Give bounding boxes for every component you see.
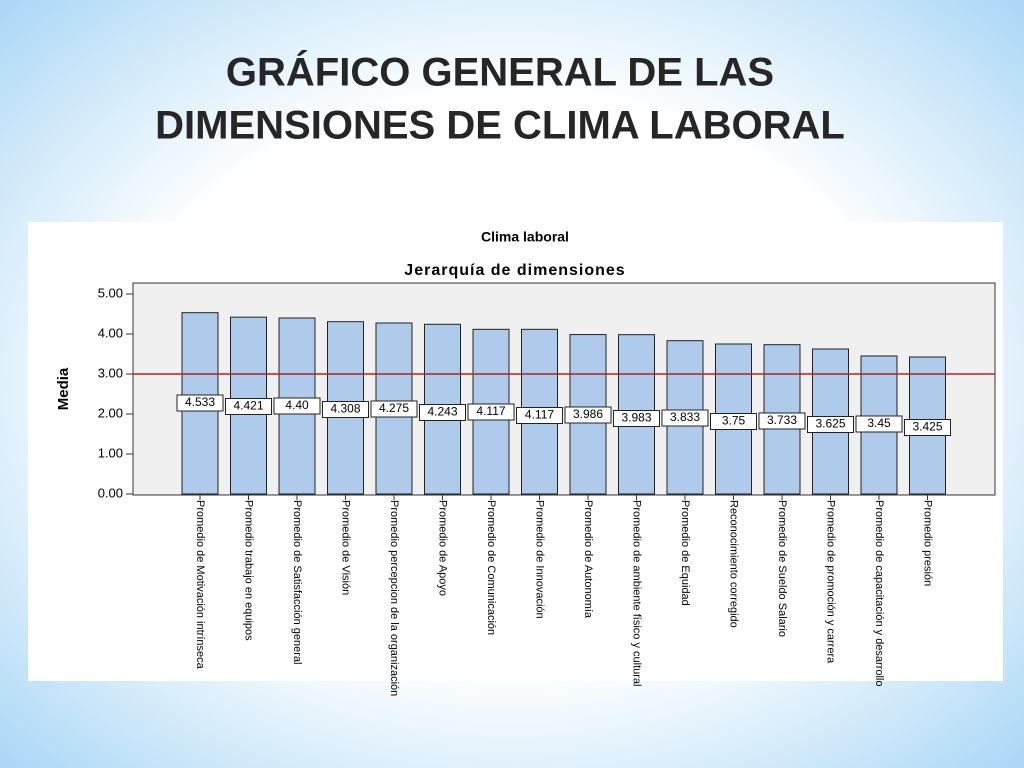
value-label-box (419, 404, 466, 421)
value-label: 3.986 (573, 407, 603, 421)
plot-area (132, 282, 996, 496)
value-label-box (661, 409, 709, 427)
y-tick-label: 0.00 (98, 485, 123, 500)
value-label-box (516, 407, 563, 424)
value-label-box (807, 416, 854, 433)
y-tick-label: 1.00 (98, 445, 123, 460)
x-tick-label: Promedio percepcion de la organización (388, 500, 400, 696)
x-tick-label: Promedio de Comunicación (485, 500, 497, 635)
x-tick-label: Promedio de ambiente físico y cultural (631, 500, 643, 686)
x-tick-label: Promedio de Equidad (679, 500, 691, 606)
x-tick-label: Promedio presión (922, 500, 934, 586)
slide-title: GRÁFICO GENERAL DE LAS (226, 50, 774, 95)
value-label-box (225, 398, 272, 415)
x-tick-label: Promedio de Motivación intrínseca (194, 500, 206, 670)
x-tick-label: Promedio de Autonomía (582, 500, 594, 619)
value-label-box (273, 397, 321, 415)
value-label: 3.833 (670, 410, 700, 424)
x-tick-label: Promedio de capacitación y desarrollo (873, 500, 885, 687)
value-label-box (322, 401, 369, 418)
value-label-box (904, 419, 951, 436)
value-label: 4.421 (233, 399, 263, 413)
value-label: 4.117 (525, 408, 554, 422)
x-tick-label: Promedio de Satisfacción general (291, 500, 303, 664)
slide-title: DIMENSIONES DE CLIMA LABORAL (155, 104, 845, 148)
value-label: 4.308 (330, 402, 360, 416)
x-tick-label: Promedio de Apoyo (437, 500, 449, 596)
value-label: 3.983 (621, 411, 651, 425)
value-label: 3.625 (815, 417, 845, 431)
value-label-box (564, 406, 612, 424)
x-tick-label: Promedio de Visión (340, 500, 352, 595)
value-label: 4.117 (476, 404, 505, 418)
x-tick-label: Promedio de Innovación (534, 500, 546, 619)
x-tick-label: Promedio de promoción y carrera (825, 500, 837, 664)
x-tick-label: Promedio de Sueldo Salario (776, 500, 788, 637)
value-label: 3.45 (867, 416, 891, 430)
value-label: 4.275 (379, 401, 409, 415)
value-label-box (467, 403, 515, 421)
y-tick-label: 4.00 (98, 325, 123, 340)
value-label-box (176, 394, 224, 412)
y-tick-label: 5.00 (98, 285, 123, 300)
x-tick-label: Promedio trabajo en equipos (243, 500, 255, 641)
chart-title: Clima laboral (481, 229, 569, 245)
value-label-box (370, 400, 418, 418)
value-label-box (613, 410, 660, 427)
y-tick-label: 3.00 (98, 365, 123, 380)
y-axis-label: Media (55, 367, 72, 410)
value-label-box (758, 412, 806, 430)
value-label: 4.533 (185, 395, 215, 409)
value-label: 3.75 (722, 414, 746, 428)
value-label: 4.243 (427, 405, 457, 419)
chart-subtitle: Jerarquía de dimensiones (404, 262, 625, 279)
value-label: 3.733 (767, 413, 797, 427)
value-label-box (855, 415, 903, 433)
value-label: 3.425 (912, 420, 942, 434)
x-tick-label: Reconocimiento corregido (728, 500, 740, 628)
value-label: 4.40 (285, 398, 309, 412)
y-tick-label: 2.00 (98, 405, 123, 420)
value-label-box (710, 413, 757, 430)
